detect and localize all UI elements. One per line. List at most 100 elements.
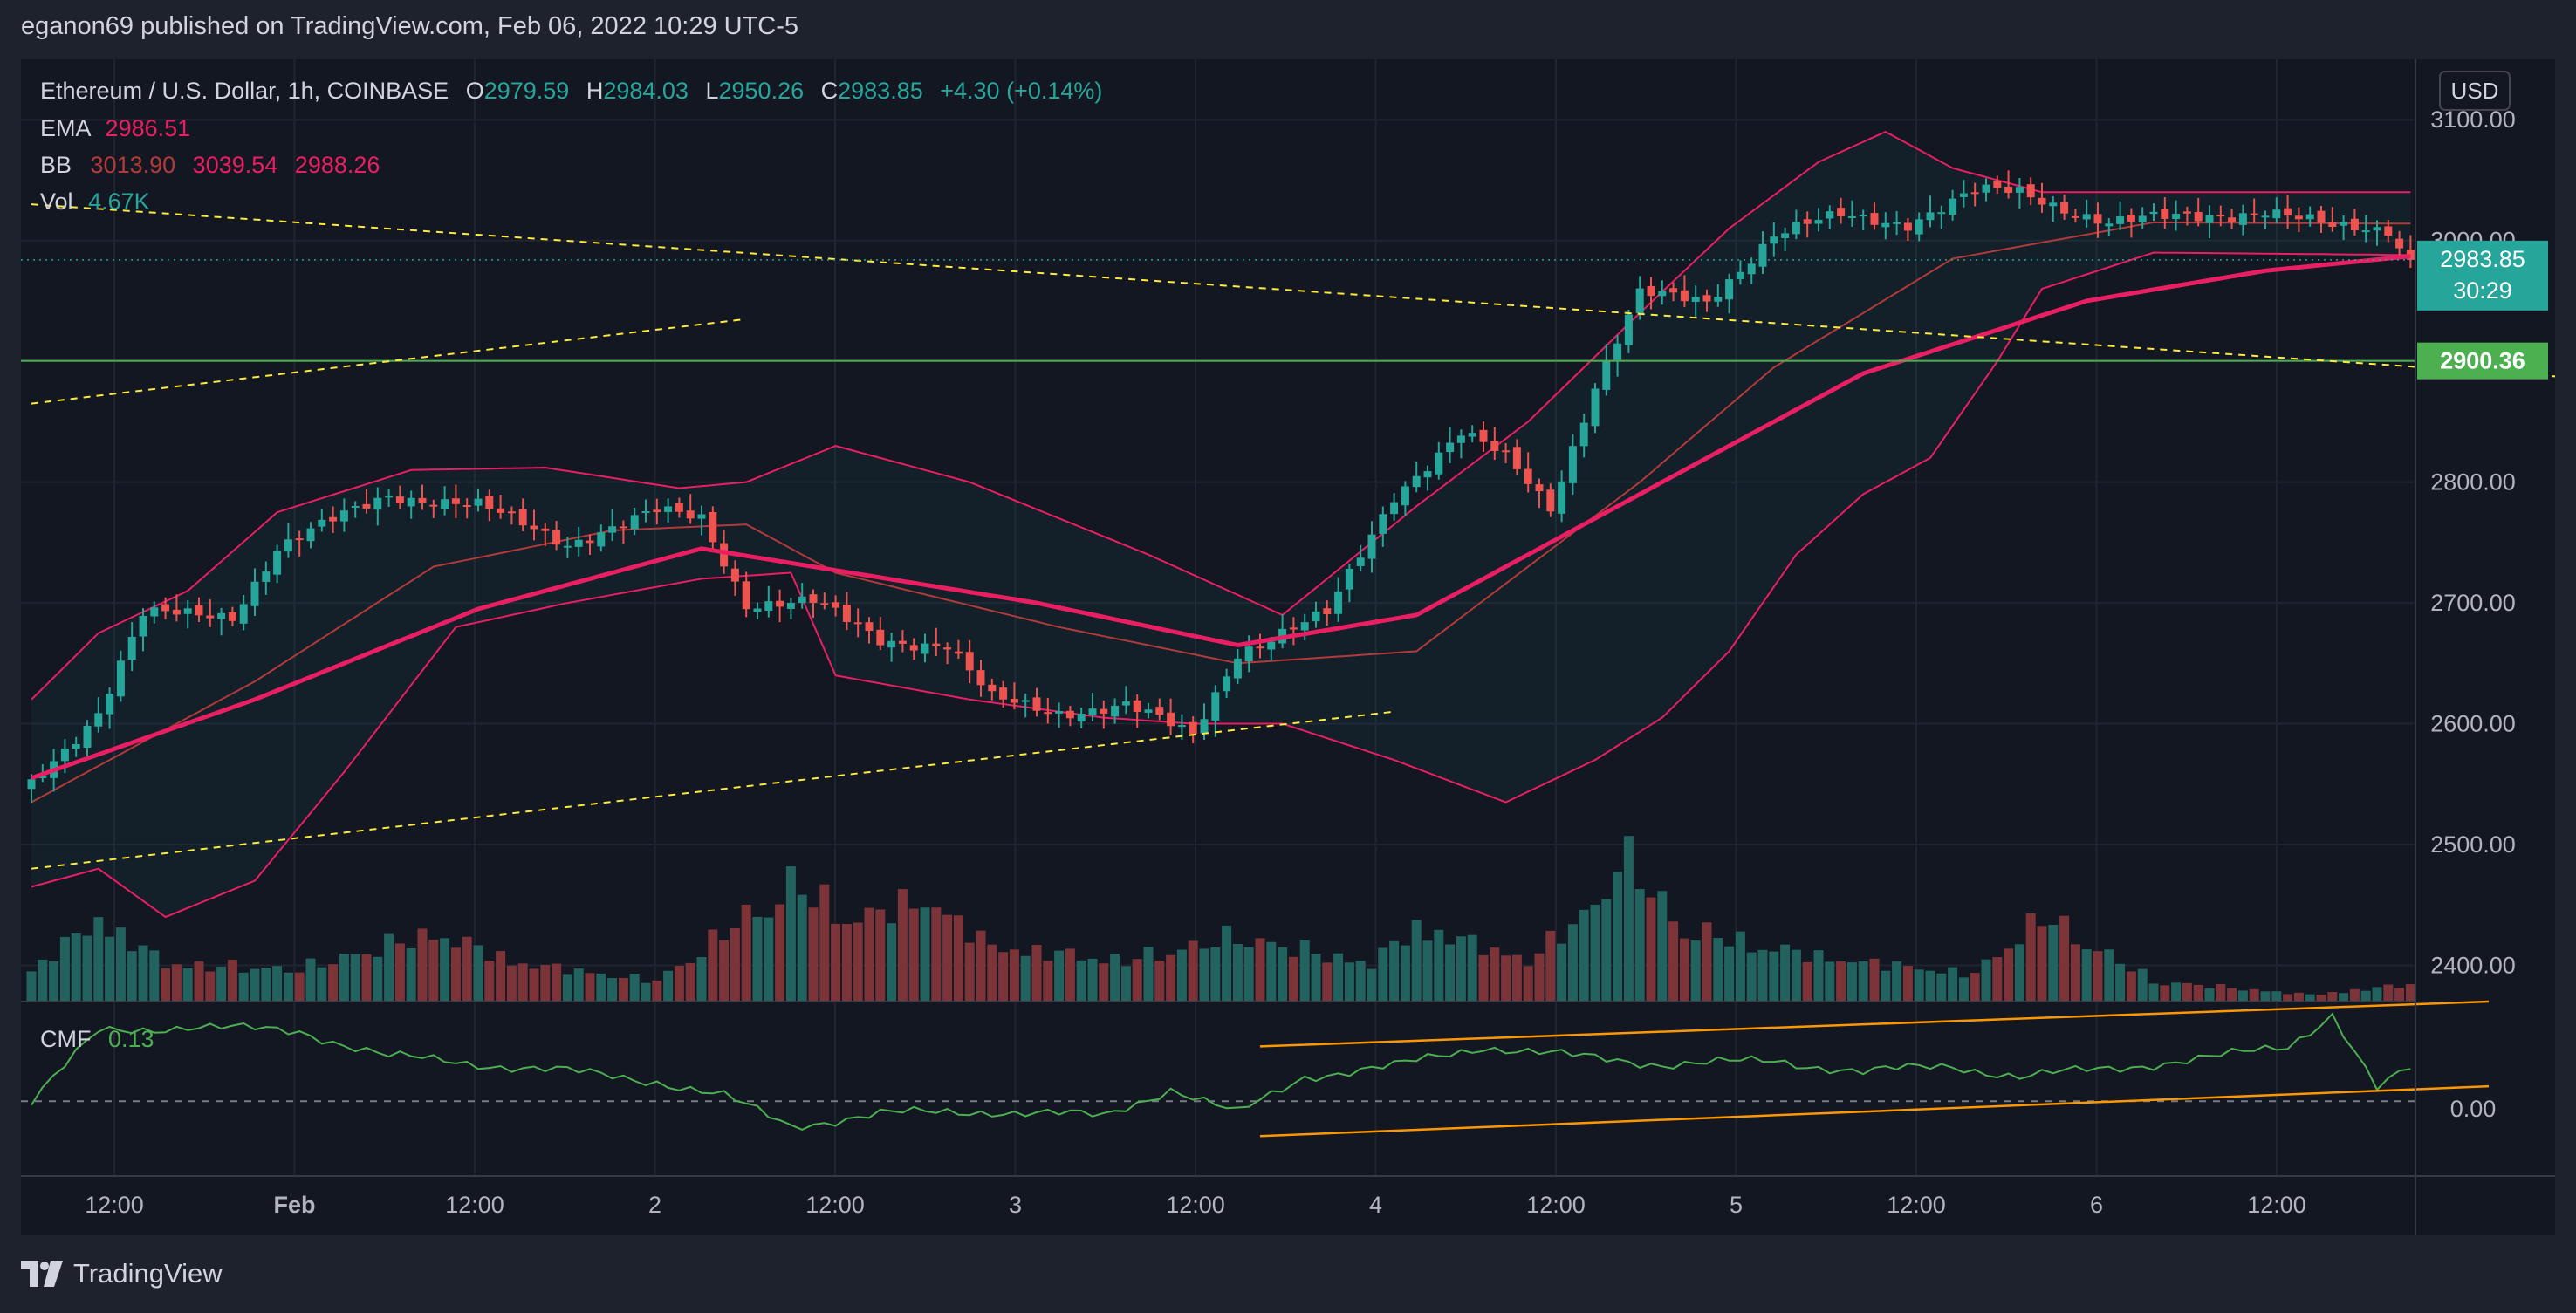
volume-bar <box>1176 949 1187 1002</box>
volume-bar <box>1232 944 1243 1002</box>
volume-bar <box>1367 968 1377 1002</box>
legend-high-value: 2984.03 <box>603 78 689 104</box>
volume-bar <box>238 972 249 1002</box>
candle-body <box>764 601 773 612</box>
candle-body <box>1512 447 1521 469</box>
bb-upper-line <box>31 130 2411 701</box>
volume-bar <box>1266 941 1277 1002</box>
candle-body <box>909 645 918 651</box>
legend-vol-row: Vol 4.67K <box>40 188 150 215</box>
candle-body <box>1065 710 1074 719</box>
volume-bar <box>194 961 204 1002</box>
candle-body <box>1870 213 1879 225</box>
volume-bars <box>26 836 2415 1002</box>
price-tick-label: 2700.00 <box>2430 590 2516 616</box>
price-tick-label: 2500.00 <box>2430 831 2516 858</box>
volume-bar <box>1846 962 1857 1002</box>
volume-bar <box>1746 952 1757 1002</box>
legend-low-label: L <box>705 78 718 104</box>
volume-bar <box>2305 994 2315 1002</box>
volume-bar <box>2249 988 2259 1002</box>
candle-body <box>1256 646 1264 649</box>
candle-body <box>1826 211 1834 219</box>
candle-body <box>2384 226 2393 236</box>
candle-body <box>339 510 348 522</box>
candle-body <box>730 568 739 582</box>
trend-line <box>31 203 2576 380</box>
candle-body <box>943 647 952 650</box>
volume-bar <box>831 923 841 1002</box>
time-tick-label: 12:00 <box>1166 1192 1225 1218</box>
candle-body <box>898 640 907 644</box>
volume-bar <box>138 945 148 1002</box>
legend-high-label: H <box>586 78 604 104</box>
candle-body <box>2272 209 2281 219</box>
candle-body <box>597 532 606 547</box>
candle-body <box>2305 214 2314 220</box>
candle-body <box>1558 481 1566 514</box>
trend-line <box>31 318 747 405</box>
volume-bar <box>540 965 551 1002</box>
candle-body <box>2093 214 2102 224</box>
volume-bar <box>506 965 517 1002</box>
volume-bar <box>373 956 383 1002</box>
volume-bar <box>1981 959 1991 1002</box>
candle-body <box>2194 211 2203 222</box>
candle-body <box>1502 450 1511 453</box>
candle-body <box>1189 721 1197 735</box>
volume-bar <box>2025 913 2036 1002</box>
volume-bar <box>2349 988 2360 1002</box>
candle-body <box>1893 222 1901 224</box>
candle-body <box>1535 484 1544 492</box>
candle-body <box>385 496 394 498</box>
volume-bar <box>1511 954 1522 1002</box>
candle-body <box>753 608 762 612</box>
volume-bar <box>1378 947 1388 1002</box>
candle-body <box>38 776 47 778</box>
volume-bar <box>328 964 339 1002</box>
volume-bar <box>2137 968 2148 1002</box>
volume-bar <box>2081 949 2092 1002</box>
volume-bar <box>942 914 953 1002</box>
legend-vol-value: 4.67K <box>88 188 150 215</box>
volume-bar <box>1243 947 1254 1002</box>
legend-vol-label: Vol <box>40 188 73 215</box>
candle-body <box>2228 217 2237 222</box>
currency-button[interactable]: USD <box>2439 71 2511 111</box>
candle-body <box>820 603 829 605</box>
candle-body <box>418 497 427 503</box>
candle-body <box>1959 193 1968 197</box>
volume-bar <box>428 940 439 1002</box>
volume-bar <box>1031 945 1042 1002</box>
candle-body <box>1133 700 1141 712</box>
candle-body <box>1725 279 1734 300</box>
price-chart[interactable]: 3100.003000.002800.002700.002600.002500.… <box>21 59 2576 1235</box>
volume-bar <box>2070 944 2080 1002</box>
candle-body <box>1658 291 1667 297</box>
price-axis-labels: 3100.003000.002800.002700.002600.002500.… <box>2430 106 2516 978</box>
volume-bar <box>920 907 930 1002</box>
volume-bar <box>730 927 740 1002</box>
candle-body <box>183 608 192 614</box>
volume-bar <box>361 954 372 1002</box>
candle-body <box>1155 707 1164 715</box>
time-tick-label: 3 <box>1009 1192 1022 1218</box>
candle-body <box>1144 709 1153 713</box>
volume-bar <box>976 930 986 1002</box>
volume-bar <box>998 952 1009 1002</box>
volume-bar <box>82 935 92 1002</box>
brand-footer[interactable]: TradingView <box>21 1258 223 1289</box>
volume-bar <box>2004 948 2014 1002</box>
trend-line <box>31 710 1394 870</box>
candle-body <box>686 510 695 519</box>
chart-frame: 3100.00 3000.00 2800.00 2700.00 2600.00 2500.… <box>21 59 2576 1235</box>
candle-body <box>2261 215 2270 218</box>
candle-body <box>842 605 851 622</box>
volume-bar <box>517 963 528 1002</box>
candle-body <box>2373 227 2381 231</box>
volume-bar <box>685 962 695 1002</box>
candle-body <box>1702 295 1711 302</box>
candle-body <box>172 609 181 615</box>
volume-bar <box>1210 947 1221 1002</box>
volume-bar <box>1199 948 1209 1002</box>
